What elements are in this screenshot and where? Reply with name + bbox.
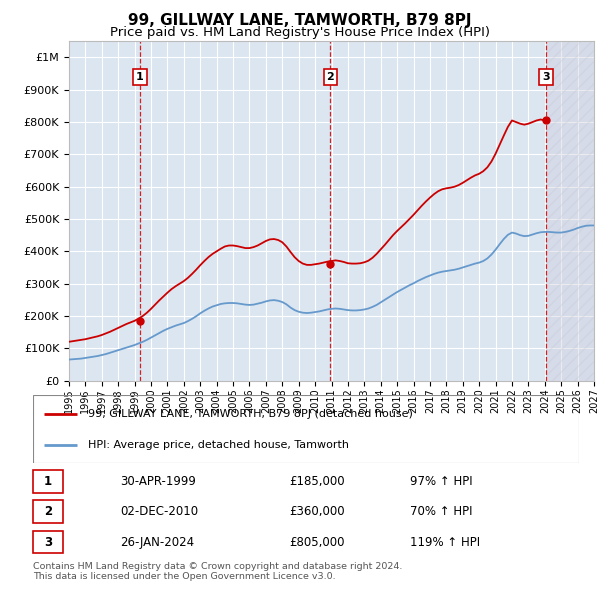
Text: 1: 1: [44, 475, 52, 488]
Text: 3: 3: [44, 536, 52, 549]
Text: 2: 2: [44, 505, 52, 519]
Text: £185,000: £185,000: [290, 475, 345, 488]
Text: 1: 1: [136, 72, 144, 82]
Text: Price paid vs. HM Land Registry's House Price Index (HPI): Price paid vs. HM Land Registry's House …: [110, 26, 490, 39]
Text: 99, GILLWAY LANE, TAMWORTH, B79 8PJ (detached house): 99, GILLWAY LANE, TAMWORTH, B79 8PJ (det…: [88, 409, 412, 419]
Text: Contains HM Land Registry data © Crown copyright and database right 2024.
This d: Contains HM Land Registry data © Crown c…: [33, 562, 403, 581]
Text: 2: 2: [326, 72, 334, 82]
Text: 30-APR-1999: 30-APR-1999: [121, 475, 196, 488]
Text: 02-DEC-2010: 02-DEC-2010: [121, 505, 199, 519]
Text: 70% ↑ HPI: 70% ↑ HPI: [410, 505, 472, 519]
Text: 119% ↑ HPI: 119% ↑ HPI: [410, 536, 480, 549]
FancyBboxPatch shape: [33, 500, 63, 523]
Text: £805,000: £805,000: [290, 536, 345, 549]
FancyBboxPatch shape: [33, 530, 63, 553]
Text: 3: 3: [542, 72, 550, 82]
FancyBboxPatch shape: [33, 470, 63, 493]
Text: £360,000: £360,000: [290, 505, 345, 519]
Text: 97% ↑ HPI: 97% ↑ HPI: [410, 475, 472, 488]
Text: 99, GILLWAY LANE, TAMWORTH, B79 8PJ: 99, GILLWAY LANE, TAMWORTH, B79 8PJ: [128, 13, 472, 28]
Text: 26-JAN-2024: 26-JAN-2024: [121, 536, 194, 549]
Text: HPI: Average price, detached house, Tamworth: HPI: Average price, detached house, Tamw…: [88, 440, 349, 450]
